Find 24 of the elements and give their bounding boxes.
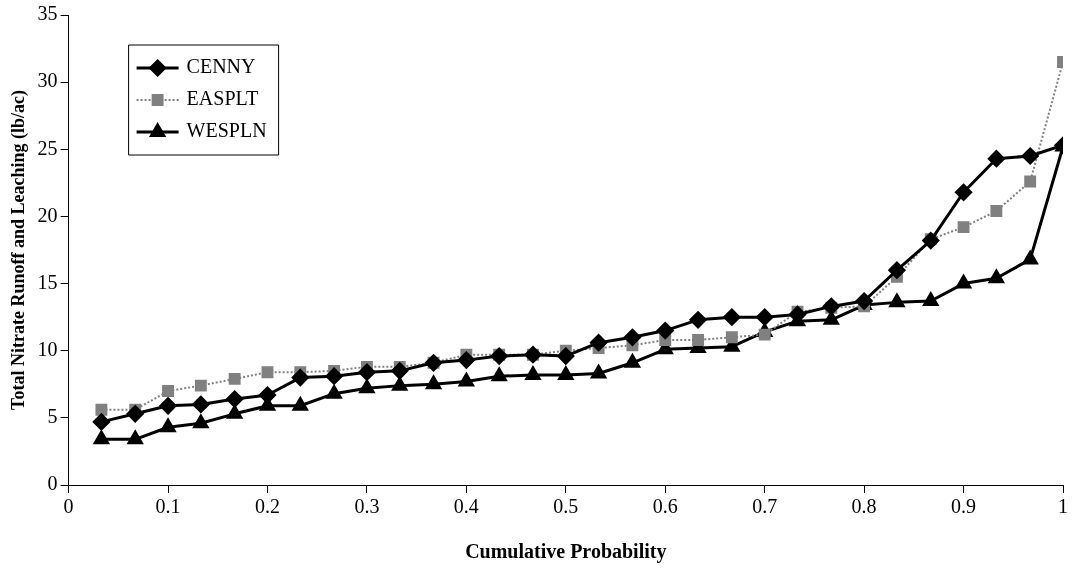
x-tick-label: 0.7 (752, 495, 778, 518)
x-tick-label: 0.3 (354, 495, 380, 518)
y-tick-label: 15 (37, 270, 58, 293)
y-tick-label: 25 (37, 136, 58, 159)
x-tick-label: 0.5 (553, 495, 579, 518)
x-axis-title: Cumulative Probability (465, 540, 667, 564)
y-tick-label: 30 (37, 69, 58, 92)
y-axis-title: Total Nitrate Runoff and Leaching (lb/ac) (8, 90, 30, 410)
x-tick-label: 0 (63, 495, 74, 518)
x-tick-label: 1 (1058, 495, 1068, 518)
y-tick-label: 10 (37, 337, 58, 360)
x-tick-label: 0.6 (652, 495, 678, 518)
legend-label: EASPLT (186, 87, 259, 110)
x-tick-label: 0.9 (951, 495, 977, 518)
x-tick-label: 0.8 (851, 495, 877, 518)
x-tick-label: 0.4 (453, 495, 479, 518)
y-tick-label: 20 (37, 203, 58, 226)
legend-label: CENNY (186, 55, 256, 78)
y-tick-label: 5 (47, 405, 58, 428)
legend-label: WESPLN (186, 119, 267, 142)
x-tick-label: 0.2 (254, 495, 280, 518)
y-tick-label: 0 (47, 472, 58, 495)
x-tick-label: 0.1 (155, 495, 181, 518)
y-tick-label: 35 (37, 2, 58, 25)
